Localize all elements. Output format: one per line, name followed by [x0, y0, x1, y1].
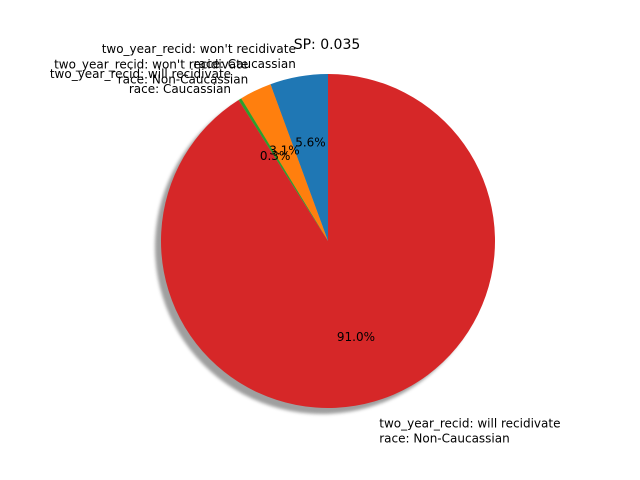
pie-slice-4 — [160, 74, 495, 409]
pie-percent-label-3: 0.3% — [260, 149, 291, 163]
pie-slice-label-2-line1: two_year_recid: won't recidivate — [54, 58, 248, 72]
pie-slice-2 — [241, 84, 328, 241]
pie-slice-1 — [270, 74, 328, 241]
chart-title: SP: 0.035 — [294, 37, 361, 53]
pie-slice-label-4-line1: two_year_recid: will recidivate — [379, 416, 560, 430]
pie-slice-label-3-line1: two_year_recid: will recidivate — [50, 67, 231, 81]
pie-slice-label-4-line2: race: Non-Caucassian — [379, 431, 509, 445]
pie-slice-label-1-line1: two_year_recid: won't recidivate — [102, 42, 296, 56]
pie-slice-label-3-line2: race: Caucassian — [129, 82, 231, 96]
pie-percent-label-4: 91.0% — [337, 330, 375, 344]
pie-slices — [160, 74, 495, 409]
pie-percent-labels: 5.6%3.1%0.3% 91.0% — [260, 135, 375, 344]
pie-percent-label-2: 3.1% — [269, 144, 300, 158]
pie-slice-label-2-line2: race: Non-Caucassian — [118, 73, 248, 87]
pie-percent-label-1: 5.6% — [295, 135, 326, 149]
pie-slice-3 — [238, 98, 328, 242]
pie-slice-label-1-line2: race: Caucassian — [194, 57, 296, 71]
